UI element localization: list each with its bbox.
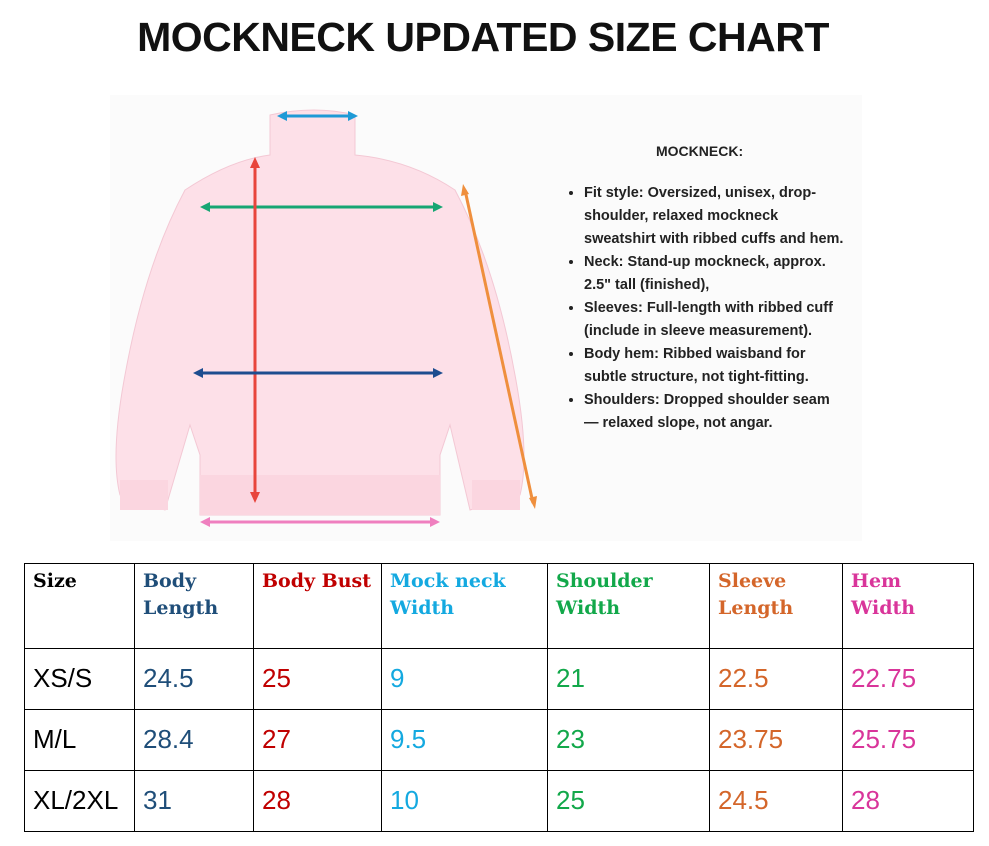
table-cell: 24.5 [134,648,254,710]
details-list: Fit style: Oversized, unisex, drop-shoul… [566,182,856,435]
details-heading: MOCKNECK: [656,143,744,159]
table-cell: 23.75 [709,709,843,771]
table-cell: 22.5 [709,648,843,710]
table-cell: 27 [253,709,382,771]
column-header: Mock neck Width [381,563,548,649]
table-cell: 28 [842,770,974,832]
bullet: Fit style: Oversized, unisex, drop-shoul… [584,182,846,251]
table-cell: 25 [547,770,710,832]
column-header: Body Length [134,563,254,649]
table-cell: 23 [547,709,710,771]
bullet: Sleeves: Full-length with ribbed cuff (i… [584,297,846,343]
table-row: XS/S 24.5 25 9 21 22.5 22.75 [24,648,974,710]
table-cell: 22.75 [842,648,974,710]
table-cell: M/L [24,709,135,771]
bullet: Body hem: Ribbed waisband for subtle str… [584,343,846,389]
table-cell: 31 [134,770,254,832]
column-header: Sleeve Length [709,563,843,649]
table-cell: 24.5 [709,770,843,832]
table-cell: 21 [547,648,710,710]
table-cell: 28.4 [134,709,254,771]
bullet: Neck: Stand-up mockneck, approx. 2.5" ta… [584,251,846,297]
table-cell: 25.75 [842,709,974,771]
column-header: Hem Width [842,563,974,649]
title: MOCKNECK UPDATED SIZE CHART [137,14,829,60]
size-table: Size Body Length Body Bust Mock neck Width S… [24,563,974,832]
table-row: XL/2XL 31 28 10 25 24.5 28 [24,770,974,832]
table-cell: 9 [381,648,548,710]
table-row: M/L 28.4 27 9.5 23 23.75 25.75 [24,709,974,771]
table-cell: 10 [381,770,548,832]
table-cell: XL/2XL [24,770,135,832]
header-row: Size Body Length Body Bust Mock neck Width S… [24,563,974,649]
column-header: Size [24,563,135,649]
details-panel: MOCKNECK: Fit style: Oversized, unisex, … [566,140,856,435]
table-cell: XS/S [24,648,135,710]
table-cell: 28 [253,770,382,832]
table-cell: 25 [253,648,382,710]
sweatshirt-diagram [110,95,862,541]
table-cell: 9.5 [381,709,548,771]
column-header: Shoulder Width [547,563,710,649]
bullet: Shoulders: Dropped shoulder seam — relax… [584,389,846,435]
column-header: Body Bust [253,563,382,649]
